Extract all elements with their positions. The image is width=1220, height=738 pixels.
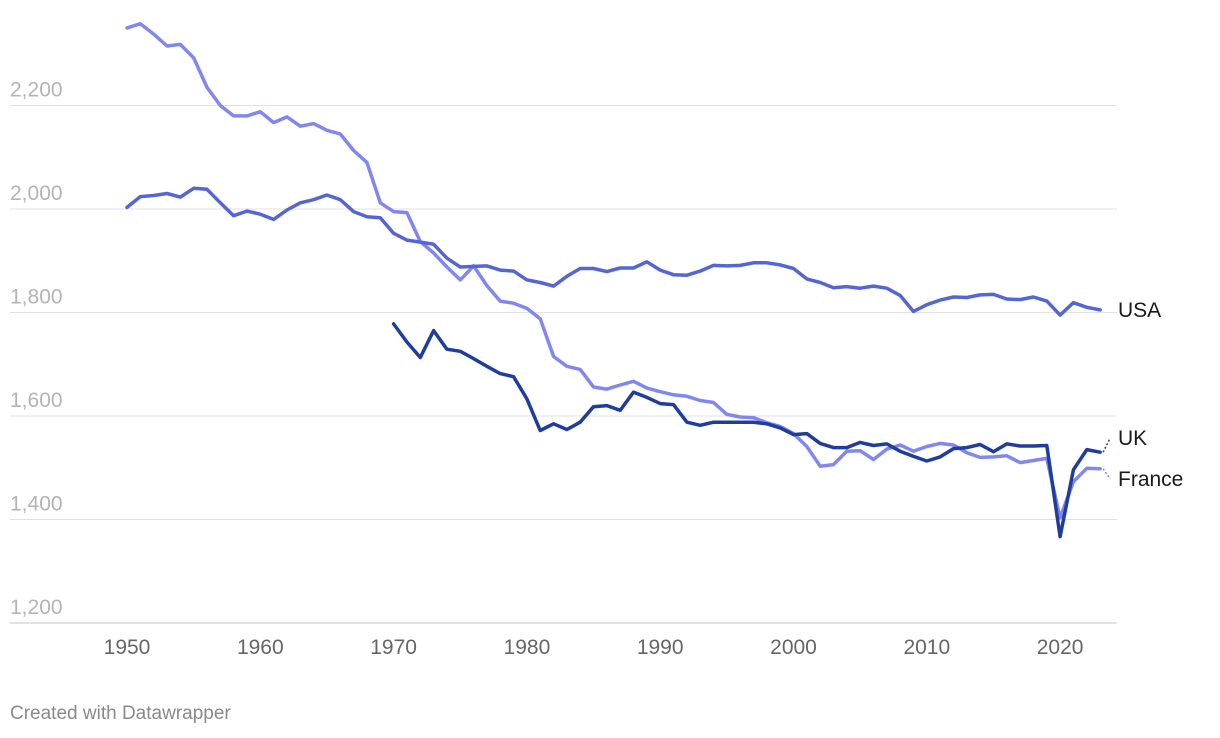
- series-line-france: [125, 21, 1102, 520]
- label-leader-uk: [1102, 437, 1111, 453]
- y-tick-label-1200: 1,200: [10, 596, 63, 619]
- x-tick-label-2000: 2000: [770, 636, 817, 659]
- y-tick-label-2200: 2,200: [10, 79, 63, 102]
- series-label-usa: USA: [1118, 299, 1161, 322]
- datawrapper-credit: Created with Datawrapper: [10, 703, 231, 724]
- x-tick-label-1970: 1970: [370, 636, 417, 659]
- y-tick-label-1400: 1,400: [10, 493, 63, 516]
- y-tick-label-2000: 2,000: [10, 182, 63, 205]
- x-tick-label-2010: 2010: [903, 636, 950, 659]
- grid-layer: [10, 105, 1117, 624]
- series-line-uk: [391, 322, 1102, 539]
- series-label-uk: UK: [1118, 427, 1147, 450]
- series-label-france: France: [1118, 468, 1183, 491]
- x-tick-label-1950: 1950: [104, 636, 151, 659]
- x-tick-label-2020: 2020: [1037, 636, 1084, 659]
- y-tick-label-1800: 1,800: [10, 286, 63, 309]
- x-tick-label-1980: 1980: [504, 636, 551, 659]
- label-leader-france: [1102, 468, 1111, 480]
- x-tick-label-1990: 1990: [637, 636, 684, 659]
- line-labels: France USA UK: [1102, 299, 1183, 491]
- series-layer: [125, 21, 1102, 539]
- axis-labels: 1,200 1,400 1,600 1,800 2,000 2,200 1950 1960 19…: [10, 79, 1083, 660]
- y-tick-label-1600: 1,600: [10, 389, 63, 412]
- series-line-usa: [125, 186, 1102, 317]
- x-tick-label-1960: 1960: [237, 636, 284, 659]
